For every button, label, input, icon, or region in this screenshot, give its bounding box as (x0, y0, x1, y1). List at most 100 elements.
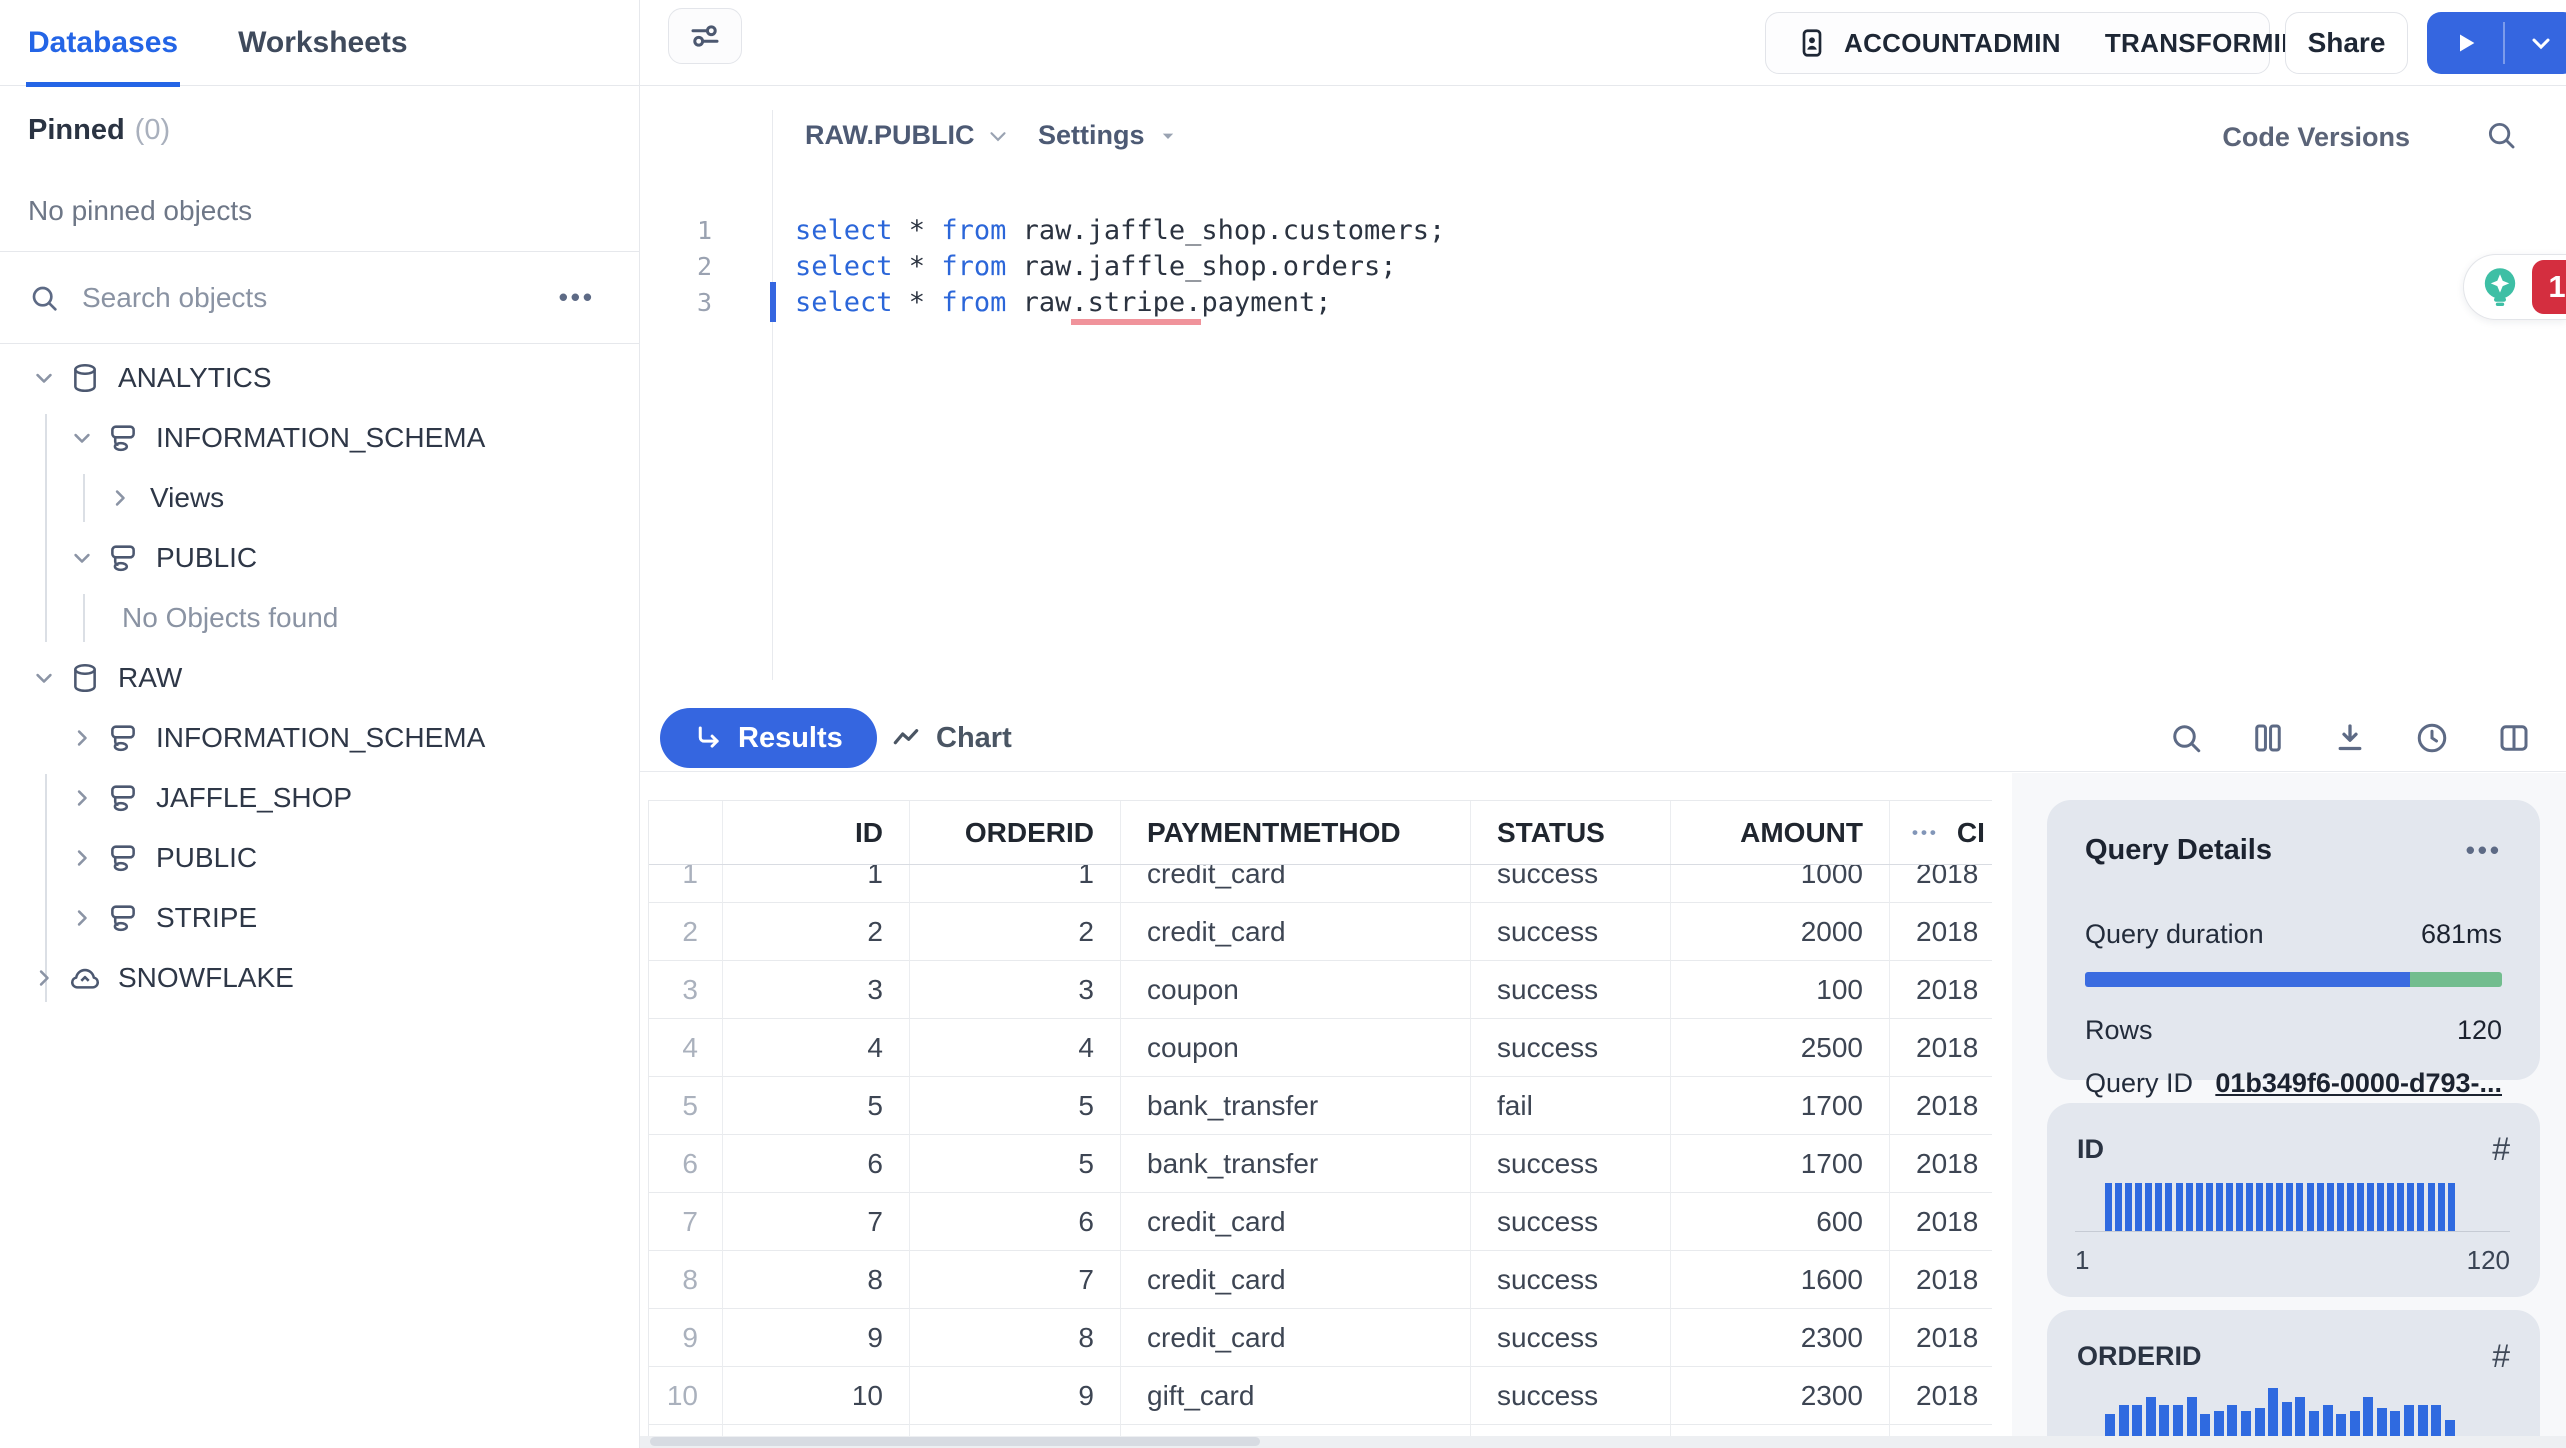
code-line-2[interactable]: 2 select * from raw.jaffle_shop.orders; (640, 248, 2446, 284)
sidebar-more-menu[interactable]: ••• (558, 282, 595, 312)
cell-ci[interactable]: 2018 (1890, 1019, 1992, 1077)
cell-status[interactable]: success (1471, 1367, 1671, 1425)
cell-id[interactable]: 8 (723, 1251, 910, 1309)
cell-id[interactable]: 6 (723, 1135, 910, 1193)
cell-ci[interactable]: 2018 (1890, 961, 1992, 1019)
columns-icon[interactable] (2250, 720, 2286, 756)
search-objects-input[interactable] (82, 281, 559, 314)
cell-amount[interactable]: 2500 (1671, 1019, 1890, 1077)
cell-orderid[interactable]: 5 (910, 1077, 1121, 1135)
code-versions-link[interactable]: Code Versions (2222, 122, 2410, 152)
cell-status[interactable]: success (1471, 903, 1671, 961)
cell-id[interactable]: 5 (723, 1077, 910, 1135)
cell-orderid[interactable]: 2 (910, 903, 1121, 961)
tree-item-jaffle-shop[interactable]: JAFFLE_SHOP (0, 768, 639, 828)
cell-id[interactable]: 9 (723, 1309, 910, 1367)
code-area[interactable]: 1 select * from raw.jaffle_shop.customers… (640, 212, 2446, 325)
table-row-2[interactable]: 2 2 2 credit_card success 2000 2018 (649, 903, 1992, 961)
table-row-3[interactable]: 3 3 3 coupon success 100 2018 (649, 961, 1992, 1019)
chevron-right-icon[interactable] (30, 964, 58, 992)
tab-databases[interactable]: Databases (25, 0, 181, 87)
column-header-ci[interactable]: ••• CI (1890, 801, 1992, 864)
cell-ci[interactable]: 2018 (1890, 1135, 1992, 1193)
table-row-9[interactable]: 9 9 8 credit_card success 2300 2018 (649, 1309, 1992, 1367)
sql-editor[interactable]: RAW.PUBLIC Settings Code Versions 1 selec… (640, 86, 2566, 700)
cell-ci[interactable]: 2018 (1890, 903, 1992, 961)
cell-status[interactable]: success (1471, 1251, 1671, 1309)
cell-paymentmethod[interactable]: credit_card (1121, 903, 1471, 961)
download-icon[interactable] (2332, 720, 2368, 756)
table-row-7[interactable]: 7 7 6 credit_card success 600 2018 (649, 1193, 1992, 1251)
table-row-4[interactable]: 4 4 4 coupon success 2500 2018 (649, 1019, 1992, 1077)
cell-ci[interactable]: 2018 (1890, 1251, 1992, 1309)
column-menu-dots[interactable]: ••• (1912, 822, 1939, 842)
code-line-3[interactable]: 3 select * from raw.stripe.payment; (640, 282, 2446, 325)
worksheet-options-button[interactable] (668, 8, 742, 64)
cell-amount[interactable]: 1600 (1671, 1251, 1890, 1309)
database-schema-selector[interactable]: RAW.PUBLIC (805, 120, 1011, 151)
column-header-status[interactable]: STATUS (1471, 801, 1671, 864)
chevron-right-icon[interactable] (68, 724, 96, 752)
cell-ci[interactable]: 2018 (1890, 1193, 1992, 1251)
cell-amount[interactable]: 2000 (1671, 903, 1890, 961)
context-selector-button[interactable]: ACCOUNTADMIN TRANSFORMING (1765, 12, 2320, 74)
tree-item-views[interactable]: Views (0, 468, 639, 528)
tree-item-analytics[interactable]: ANALYTICS (0, 348, 639, 408)
tree-item-snowflake[interactable]: SNOWFLAKE (0, 948, 639, 1008)
column-header-id[interactable]: ID (723, 801, 910, 864)
cell-amount[interactable]: 1700 (1671, 1135, 1890, 1193)
cell-paymentmethod[interactable]: coupon (1121, 1019, 1471, 1077)
cell-ci[interactable]: 2018 (1890, 1367, 1992, 1425)
cell-amount[interactable]: 100 (1671, 961, 1890, 1019)
chevron-down-icon[interactable] (30, 664, 58, 692)
cell-paymentmethod[interactable]: credit_card (1121, 1251, 1471, 1309)
tree-item-public[interactable]: PUBLIC (0, 828, 639, 888)
cell-ci[interactable]: 2018 (1890, 1309, 1992, 1367)
chevron-right-icon[interactable] (68, 904, 96, 932)
query-id-link[interactable]: 01b349f6-0000-d793-... (2215, 1068, 2502, 1098)
cell-status[interactable]: success (1471, 961, 1671, 1019)
chevron-down-icon[interactable] (68, 424, 96, 452)
column-header-orderid[interactable]: ORDERID (910, 801, 1121, 864)
chevron-right-icon[interactable] (68, 784, 96, 812)
tree-item-stripe[interactable]: STRIPE (0, 888, 639, 948)
cell-id[interactable]: 3 (723, 961, 910, 1019)
cell-orderid[interactable]: 8 (910, 1309, 1121, 1367)
cell-id[interactable]: 1 (723, 845, 910, 903)
code-line-1[interactable]: 1 select * from raw.jaffle_shop.customers… (640, 212, 2446, 248)
column-header-amount[interactable]: AMOUNT (1671, 801, 1890, 864)
column-header-paymentmethod[interactable]: PAYMENTMETHOD (1121, 801, 1471, 864)
share-button[interactable]: Share (2285, 12, 2408, 74)
cell-id[interactable]: 2 (723, 903, 910, 961)
cell-orderid[interactable]: 3 (910, 961, 1121, 1019)
cell-paymentmethod[interactable]: coupon (1121, 961, 1471, 1019)
cell-id[interactable]: 7 (723, 1193, 910, 1251)
cell-paymentmethod[interactable]: credit_card (1121, 1193, 1471, 1251)
table-row-6[interactable]: 6 6 5 bank_transfer success 1700 2018 (649, 1135, 1992, 1193)
cell-status[interactable]: success (1471, 1135, 1671, 1193)
chevron-down-icon[interactable] (68, 544, 96, 572)
tab-results[interactable]: Results (660, 708, 877, 768)
cell-amount[interactable]: 1700 (1671, 1077, 1890, 1135)
cell-orderid[interactable]: 6 (910, 1193, 1121, 1251)
settings-dropdown[interactable]: Settings (1038, 120, 1181, 151)
tree-item-raw[interactable]: RAW (0, 648, 639, 708)
cell-paymentmethod[interactable]: bank_transfer (1121, 1077, 1471, 1135)
table-row-8[interactable]: 8 8 7 credit_card success 1600 2018 (649, 1251, 1992, 1309)
column-stats-card-orderid[interactable]: ORDERID # (2047, 1310, 2540, 1448)
search-results-icon[interactable] (2168, 720, 2204, 756)
cell-paymentmethod[interactable]: gift_card (1121, 1367, 1471, 1425)
chevron-right-icon[interactable] (68, 844, 96, 872)
chevron-right-icon[interactable] (106, 484, 134, 512)
split-panel-icon[interactable] (2496, 720, 2532, 756)
tab-worksheets[interactable]: Worksheets (238, 25, 408, 59)
cell-status[interactable]: success (1471, 1309, 1671, 1367)
cell-amount[interactable]: 2300 (1671, 1309, 1890, 1367)
tab-chart[interactable]: Chart (890, 708, 1012, 768)
cell-status[interactable]: success (1471, 1193, 1671, 1251)
cell-orderid[interactable]: 1 (910, 845, 1121, 903)
cell-orderid[interactable]: 4 (910, 1019, 1121, 1077)
horizontal-scrollbar-thumb[interactable] (650, 1437, 1260, 1446)
cell-amount[interactable]: 600 (1671, 1193, 1890, 1251)
chevron-down-icon[interactable] (30, 364, 58, 392)
